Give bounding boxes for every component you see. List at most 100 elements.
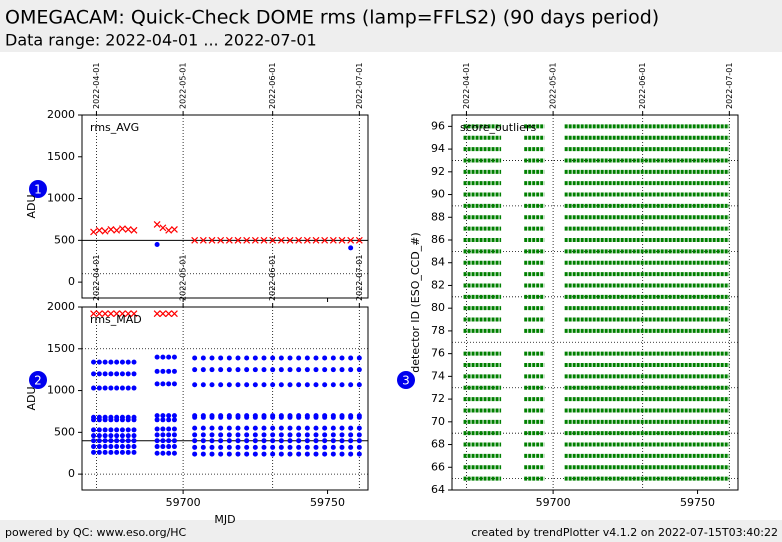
data-point: [304, 451, 310, 457]
data-point: [200, 451, 206, 457]
data-point: [160, 368, 166, 374]
data-point: [330, 355, 336, 361]
data-point: [108, 417, 114, 423]
data-point: [108, 449, 114, 455]
data-point: [356, 367, 362, 373]
data-point: [102, 371, 108, 377]
data-point: [102, 427, 108, 433]
data-point: [356, 444, 362, 450]
date-tick-label: 2022-06-01: [268, 63, 277, 110]
data-point: [244, 451, 250, 457]
data-point: [296, 414, 302, 420]
data-point: [322, 444, 328, 450]
data-point: [154, 444, 160, 450]
badge: [29, 371, 47, 389]
data-point: [322, 367, 328, 373]
data-point: [171, 354, 177, 360]
data-point: [171, 310, 178, 318]
data-point: [261, 444, 267, 450]
data-point: [171, 226, 178, 233]
data-point: [209, 438, 215, 444]
data-point: [278, 451, 284, 457]
data-point: [191, 236, 199, 244]
data-point: [348, 355, 354, 361]
date-tick-label: 2022-04-01: [462, 63, 471, 110]
data-point: [226, 355, 232, 361]
data-point: [200, 432, 206, 438]
date-tick-label: 2022-06-01: [638, 63, 647, 110]
data-point: [209, 432, 215, 438]
data-point: [119, 444, 125, 450]
data-point: [131, 449, 137, 455]
data-point: [119, 449, 125, 455]
data-point: [226, 444, 232, 450]
data-point: [200, 355, 206, 361]
data-point: [356, 451, 362, 457]
x-axis-label: MJD: [214, 513, 235, 526]
data-point: [235, 425, 241, 431]
data-point: [278, 367, 284, 373]
data-point: [192, 414, 198, 420]
data-point: [154, 368, 160, 374]
data-point: [270, 444, 276, 450]
data-point: [160, 438, 166, 444]
data-point: [244, 425, 250, 431]
data-point: [304, 355, 310, 361]
date-tick-label: 2022-07-01: [355, 63, 364, 110]
data-point: [114, 371, 120, 377]
data-point: [200, 425, 206, 431]
data-point: [160, 450, 166, 456]
data-point: [91, 449, 97, 455]
data-point: [96, 433, 102, 439]
y-tick-label: 76: [431, 347, 445, 360]
data-point: [296, 355, 302, 361]
data-point: [208, 236, 216, 244]
plot-frame: [81, 306, 369, 491]
data-point: [226, 367, 232, 373]
data-point: [296, 382, 302, 388]
badge-label: 2: [34, 374, 42, 388]
data-point: [252, 432, 258, 438]
data-point: [287, 432, 293, 438]
data-point: [339, 355, 345, 361]
data-point: [95, 310, 103, 318]
data-point: [91, 417, 97, 423]
data-point: [166, 381, 172, 387]
data-point: [235, 438, 241, 444]
data-point: [119, 438, 125, 444]
data-point: [312, 236, 320, 244]
data-point: [304, 438, 310, 444]
data-point: [218, 444, 224, 450]
data-point: [125, 371, 131, 377]
data-point: [218, 432, 224, 438]
data-point: [226, 382, 232, 388]
data-point: [243, 236, 251, 244]
data-point: [171, 450, 177, 456]
data-point: [114, 385, 120, 391]
data-point: [269, 236, 277, 244]
data-point: [154, 432, 160, 438]
y-tick-label: 74: [431, 369, 445, 382]
data-point: [209, 425, 215, 431]
data-point: [119, 417, 125, 423]
data-point: [96, 359, 102, 365]
data-point: [252, 355, 258, 361]
data-point: [165, 226, 173, 234]
data-point: [261, 425, 267, 431]
data-point: [252, 414, 258, 420]
data-point: [226, 425, 232, 431]
data-point: [356, 432, 362, 438]
date-tick-label: 2022-05-01: [179, 63, 188, 110]
footer-left: powered by QC: www.eso.org/HC: [5, 526, 187, 539]
data-point: [338, 236, 346, 244]
data-point: [102, 417, 108, 423]
data-point: [287, 425, 293, 431]
data-point: [296, 432, 302, 438]
y-tick-label: 2000: [47, 108, 75, 121]
header-band: [0, 0, 782, 52]
data-point: [330, 438, 336, 444]
data-point: [348, 432, 354, 438]
y-tick-label: 0: [68, 467, 75, 480]
data-point: [91, 444, 97, 450]
data-point: [131, 371, 137, 377]
